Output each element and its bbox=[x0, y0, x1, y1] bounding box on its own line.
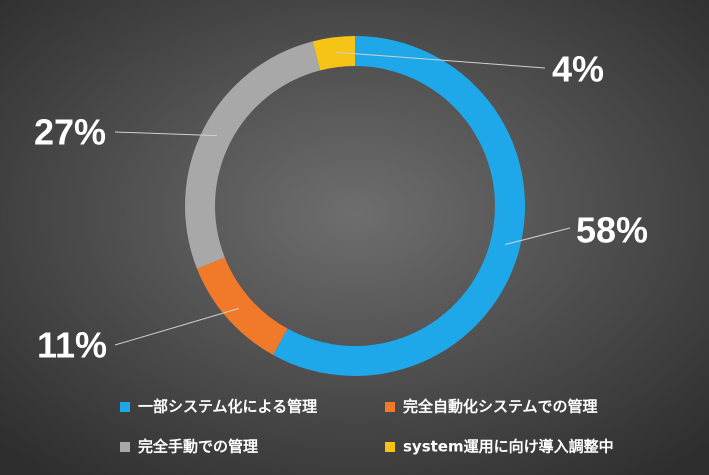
donut-segment bbox=[312, 36, 355, 71]
leader-line bbox=[114, 308, 239, 346]
leader-line bbox=[114, 131, 217, 137]
value-label: 27% bbox=[34, 112, 106, 153]
legend-swatch bbox=[385, 402, 395, 412]
value-label: 58% bbox=[576, 210, 648, 251]
value-label: 11% bbox=[37, 325, 107, 366]
legend-swatch bbox=[120, 442, 130, 452]
leader-line bbox=[335, 51, 546, 69]
donut-segment bbox=[185, 41, 321, 269]
leader-line bbox=[505, 227, 571, 246]
legend-swatch bbox=[120, 402, 130, 412]
donut-segment bbox=[196, 257, 288, 355]
legend-label: 完全自動化システムでの管理 bbox=[403, 398, 598, 416]
donut-segment bbox=[273, 36, 525, 376]
legend-label: 一部システム化による管理 bbox=[138, 398, 317, 416]
legend-label: system運用に向け導入調整中 bbox=[403, 438, 614, 456]
value-label: 4% bbox=[552, 49, 604, 90]
legend-label: 完全手動での管理 bbox=[138, 438, 258, 456]
legend-swatch bbox=[385, 442, 395, 452]
